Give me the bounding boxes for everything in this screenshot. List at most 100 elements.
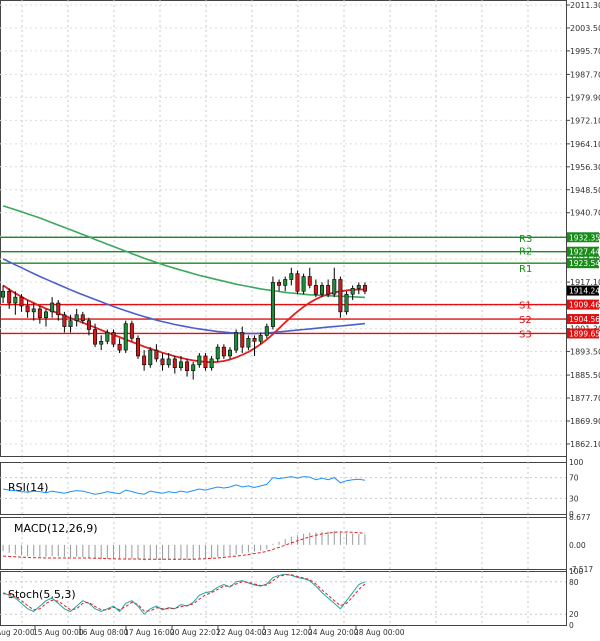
candle-bull xyxy=(264,326,269,336)
candle-bull xyxy=(228,349,232,357)
current-price-tag xyxy=(567,285,599,296)
ma-red-line xyxy=(2,284,365,364)
candle-bear xyxy=(142,355,147,366)
level-label-r2: R2 xyxy=(519,246,532,257)
candle-bear xyxy=(19,296,24,307)
price-tick-label: 1885.50 xyxy=(570,371,600,380)
price-tick-label: 1995.70 xyxy=(570,47,600,56)
candle-bear xyxy=(37,308,42,319)
price-tick-label: 1964.10 xyxy=(570,140,600,149)
candle-bull xyxy=(344,293,349,313)
panel-frame xyxy=(0,0,567,457)
candle-bear xyxy=(277,282,282,286)
level-tag-text-s2: 1904.56 xyxy=(569,315,600,324)
price-tick-label: 1972.10 xyxy=(570,116,600,125)
level-label-r1: R1 xyxy=(519,264,532,275)
candle-bear xyxy=(136,338,140,357)
candle-bull xyxy=(301,276,306,292)
price-tick-label: 1862.10 xyxy=(570,440,600,449)
stoch-tick-label: 100 xyxy=(569,567,584,576)
price-tick-label: 1877.70 xyxy=(570,394,600,403)
price-tick-label: 1987.70 xyxy=(570,70,600,79)
candle-bull xyxy=(148,349,153,366)
macd-tick-label: 0.00 xyxy=(569,541,586,550)
time-tick-label: 16 Aug 08:00 xyxy=(78,628,129,637)
candle-bear xyxy=(240,332,245,348)
ma-green-line xyxy=(2,205,365,299)
candle-bear xyxy=(295,273,300,292)
candle-bull xyxy=(13,296,18,304)
time-tick-label: 22 Aug 04:00 xyxy=(216,628,267,637)
level-tag-text-s3: 1899.65 xyxy=(569,329,600,338)
candle-bull xyxy=(68,320,73,327)
candle-bull xyxy=(258,335,263,342)
macd-tick-label: 8.677 xyxy=(569,513,591,522)
level-tag-r2 xyxy=(567,258,599,269)
candle-bull xyxy=(350,288,355,295)
stoch-tick-label: 20 xyxy=(569,610,579,619)
level-tag-r3 xyxy=(567,246,599,257)
time-tick-label: 17 Aug 16:00 xyxy=(124,628,175,637)
candle-bear xyxy=(129,323,134,339)
candle-bull xyxy=(234,332,239,351)
stoch-k-line xyxy=(2,573,366,615)
rsi-tick-label: 0 xyxy=(569,510,574,519)
rsi-tick-label: 70 xyxy=(569,474,579,483)
stoch-tick-label: 0 xyxy=(569,621,574,630)
candle-bear xyxy=(80,314,85,321)
candle-bear xyxy=(172,358,177,369)
price-tick-label: 1948.50 xyxy=(570,186,600,195)
candle-bull xyxy=(191,364,196,371)
price-tick-label: 2003.50 xyxy=(570,24,600,33)
candle-bull xyxy=(99,340,104,345)
price-tick-label: 1917.10 xyxy=(570,278,600,287)
candle-bull xyxy=(123,323,128,351)
level-label-s2: S2 xyxy=(519,315,532,326)
time-tick-label: 24 Aug 20:00 xyxy=(308,628,359,637)
level-tag-text-r3: 1927.44 xyxy=(569,248,600,257)
candle-bear xyxy=(221,346,226,357)
candle-bear xyxy=(117,343,122,351)
candle-bull xyxy=(74,314,79,321)
macd-label: MACD(12,26,9) xyxy=(14,522,98,535)
time-tick-label: Aug 20:00 xyxy=(0,628,35,637)
candle-bear xyxy=(326,285,331,295)
time-tick-label: 15 Aug 00:00 xyxy=(33,628,84,637)
macd-tick-label: -7.517 xyxy=(569,565,593,574)
macd-panel: MACD(12,26,9) 8.677 0.00 -7.517 xyxy=(2,513,593,574)
time-tick-label: 23 Aug 12:00 xyxy=(262,628,313,637)
candle-bull xyxy=(356,285,361,289)
candle-bear xyxy=(307,276,312,286)
candle-bear xyxy=(86,320,91,330)
candle-bull xyxy=(246,338,251,348)
candle-bull xyxy=(283,279,288,286)
current-price-text: 1914.24 xyxy=(569,287,600,296)
candle-bear xyxy=(160,358,165,366)
price-tick-label: 1979.90 xyxy=(570,93,600,102)
candle-bull xyxy=(289,273,294,280)
rsi-tick-label: 100 xyxy=(569,458,584,467)
candle-bull xyxy=(215,346,220,360)
candle-bull xyxy=(178,361,183,369)
rsi-line xyxy=(3,476,365,495)
time-tick-label: 28 Aug 00:00 xyxy=(354,628,405,637)
ma-blue-line xyxy=(2,258,365,335)
time-tick-label: 20 Aug 22:01 xyxy=(170,628,221,637)
candle-bull xyxy=(1,290,6,298)
candle-bear xyxy=(313,285,318,295)
level-tag-text-s1: 1909.46 xyxy=(569,301,600,310)
stoch-label: Stoch(5,5,3) xyxy=(8,588,76,601)
candle-bull xyxy=(44,311,48,319)
level-label-s1: S1 xyxy=(519,300,532,311)
level-tag-text-r2: 1923.54 xyxy=(569,259,600,268)
candle-bear xyxy=(154,349,159,360)
stoch-panel: Stoch(5,5,3) 100 80 20 0 xyxy=(0,567,584,630)
level-label-s3: S3 xyxy=(519,329,532,340)
price-tick-label: 2011.30 xyxy=(570,1,600,10)
candle-bull xyxy=(50,302,55,313)
stoch-tick-label: 80 xyxy=(569,578,579,587)
candle-bear xyxy=(203,355,208,369)
